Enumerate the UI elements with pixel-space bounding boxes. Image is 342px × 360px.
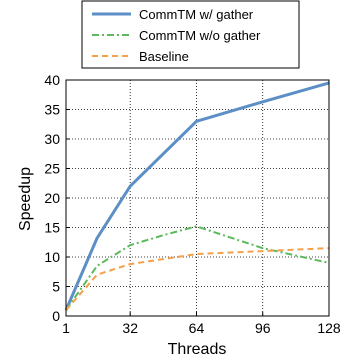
x-tick-label: 32 xyxy=(122,320,138,336)
y-tick-label: 35 xyxy=(44,102,60,118)
y-tick-label: 0 xyxy=(52,308,60,324)
y-axis-label: Speedup xyxy=(17,167,34,231)
x-axis-label: Threads xyxy=(168,341,227,358)
x-tick-label: 96 xyxy=(255,320,271,336)
series-layer xyxy=(64,81,330,311)
y-tick-label: 5 xyxy=(52,279,60,295)
y-tick-label: 15 xyxy=(44,220,60,236)
series-line-1 xyxy=(64,81,330,311)
legend-label-3: Baseline xyxy=(139,49,189,64)
x-tick-label: 1 xyxy=(62,320,70,336)
series-line-2 xyxy=(65,225,330,311)
x-tick-label: 64 xyxy=(189,320,205,336)
y-tick-label: 40 xyxy=(44,72,60,88)
y-tick-label: 30 xyxy=(44,131,60,147)
grid-lines xyxy=(66,80,329,316)
y-tick-label: 25 xyxy=(44,161,60,177)
axis-ticks: 1 32 64 96 128 0 5 10 15 20 25 30 35 40 xyxy=(44,72,340,336)
y-tick-label: 20 xyxy=(44,190,60,206)
legend: CommTM w/ gather CommTM w/o gather Baselin… xyxy=(81,0,300,69)
y-tick-label: 10 xyxy=(44,249,60,265)
legend-label-2: CommTM w/o gather xyxy=(139,28,261,43)
series-line-3 xyxy=(65,247,330,311)
legend-label-1: CommTM w/ gather xyxy=(139,7,254,22)
x-tick-label: 128 xyxy=(317,320,341,336)
